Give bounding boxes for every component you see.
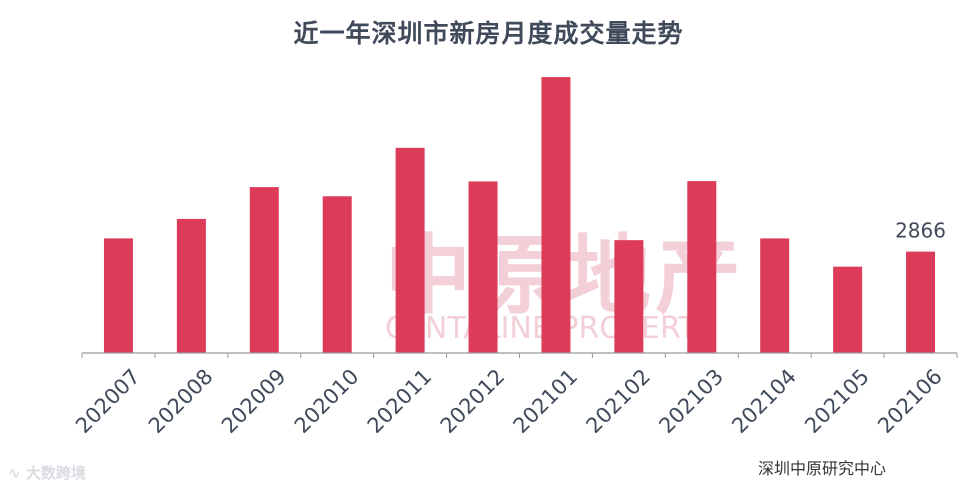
sound-wave-icon: ∿ [8, 464, 21, 482]
bar-202011 [395, 147, 425, 353]
x-tick-label-202007: 202007 [71, 364, 145, 438]
x-tick-label-202008: 202008 [144, 364, 218, 438]
x-tick-labels: 202007 202008 202009 202010 202011 202012 2021… [71, 364, 947, 438]
x-tick-label-202104: 202104 [727, 364, 801, 438]
x-tick-label-202103: 202103 [654, 364, 728, 438]
bar-202102 [614, 240, 644, 353]
bar-202106 [906, 251, 936, 353]
source-note: 深圳中原研究中心 [758, 459, 887, 478]
x-axis [81, 352, 958, 358]
bar-202007 [103, 238, 133, 353]
brand-logo-text: 大数跨境 [25, 464, 86, 482]
x-tick-label-202105: 202105 [800, 364, 874, 438]
x-tick-label-202009: 202009 [217, 364, 291, 438]
x-tick-label-202106: 202106 [873, 364, 947, 438]
bar-202012 [468, 181, 498, 353]
bar-202104 [760, 238, 790, 353]
chart-title: 近一年深圳市新房月度成交量走势 [293, 19, 684, 48]
bars-group [103, 77, 936, 353]
x-tick-label-202012: 202012 [436, 364, 510, 438]
bar-202101 [541, 77, 571, 353]
data-labels: 2866 [895, 219, 946, 243]
bar-202009 [249, 187, 279, 353]
bar-202105 [833, 266, 863, 353]
bar-202008 [176, 218, 206, 353]
x-tick-label-202102: 202102 [582, 364, 656, 438]
x-tick-label-202011: 202011 [363, 364, 437, 438]
bar-202010 [322, 196, 352, 353]
x-tick-label-202010: 202010 [290, 364, 364, 438]
x-tick-label-202101: 202101 [509, 364, 583, 438]
bar-202103 [687, 181, 717, 353]
brand-logo: ∿ 大数跨境 [8, 462, 86, 483]
data-label-202106: 2866 [895, 219, 946, 243]
